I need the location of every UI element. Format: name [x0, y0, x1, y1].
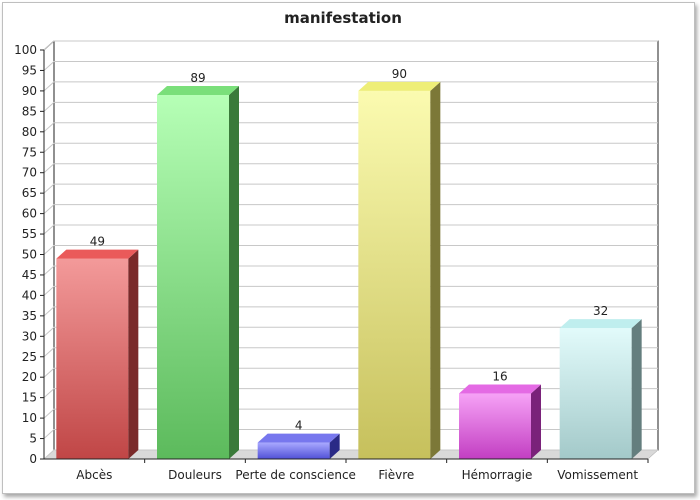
y-tick-label: 80: [22, 125, 37, 139]
gridline: [43, 306, 658, 317]
bar-front: [56, 258, 129, 459]
bar-top: [56, 249, 139, 259]
gridline: [43, 326, 658, 337]
data-label: 32: [593, 304, 608, 318]
gridline: [43, 285, 658, 296]
bar-side: [631, 319, 642, 459]
y-tick-label: 10: [22, 411, 37, 425]
bar-5: [559, 319, 642, 459]
y-tick-label: 65: [22, 186, 37, 200]
x-tick-label: Abcès: [76, 468, 112, 482]
y-axis: 0 5 10 15 20 25 30 35 40 45 50 55 60 65 70 75 80 85 90 95 10…: [14, 43, 45, 466]
y-tick-label: 100: [14, 43, 37, 57]
gridline: [43, 388, 658, 399]
y-tick-label: 15: [22, 391, 37, 405]
bar-top: [257, 433, 340, 443]
bar-4: [459, 384, 541, 459]
y-tick-label: 35: [22, 309, 37, 323]
y-tick-label: 45: [22, 268, 37, 282]
data-label: 49: [90, 235, 105, 249]
bar-top: [559, 319, 642, 329]
y-tick-label: 55: [22, 227, 37, 241]
gridline: [43, 224, 658, 235]
data-label: 16: [492, 370, 507, 384]
bar-top: [157, 85, 239, 95]
y-tick-label: 40: [22, 288, 37, 302]
bar-3: [358, 81, 441, 460]
bar-top: [358, 81, 441, 91]
data-label: 4: [295, 419, 303, 433]
gridline: [43, 101, 658, 112]
x-tick-label: Perte de conscience: [235, 468, 356, 482]
y-tick-label: 95: [22, 63, 37, 77]
bar-side: [531, 384, 541, 459]
bars: 49 89 4 90 16 32: [56, 67, 642, 460]
y-tick-label: 60: [22, 207, 37, 221]
bar-front: [358, 90, 431, 460]
x-tick-label: Vomissement: [557, 468, 638, 482]
gridline: [43, 429, 658, 439]
bar-top: [459, 384, 541, 394]
gridline: [43, 204, 658, 214]
gridline: [43, 81, 658, 92]
y-tick-label: 20: [22, 370, 37, 384]
y-tick-label: 85: [22, 104, 37, 118]
y-tick-label: 0: [29, 452, 37, 466]
gridline: [43, 142, 658, 153]
y-tick-label: 25: [22, 350, 37, 364]
chart-title: manifestation: [284, 9, 402, 27]
bar-front: [157, 94, 229, 460]
gridline: [43, 122, 658, 133]
y-tick-label: 70: [22, 166, 37, 180]
x-tick-label: Fièvre: [378, 468, 414, 482]
bar-2: [257, 433, 340, 459]
gridline: [43, 60, 658, 71]
y-tick-label: 5: [29, 432, 37, 446]
gridline: [43, 265, 658, 276]
bar-front: [459, 393, 531, 459]
gridline: [43, 449, 658, 460]
y-tick-label: 30: [22, 329, 37, 343]
gridline: [43, 245, 658, 255]
gridline: [43, 408, 658, 419]
y-tick-label: 90: [22, 84, 37, 98]
y-tick-label: 50: [22, 248, 37, 262]
data-label: 89: [190, 71, 205, 85]
bar-side: [229, 85, 239, 460]
bar-0: [56, 249, 139, 459]
x-tick-label: Douleurs: [168, 468, 222, 482]
x-tick-label: Hémorragie: [462, 468, 533, 482]
y-tick-label: 75: [22, 145, 37, 159]
bar-side: [329, 433, 340, 459]
data-label: 90: [392, 67, 407, 81]
bar-front: [257, 442, 330, 459]
bar-side: [430, 81, 441, 460]
bar-side: [128, 249, 139, 459]
x-axis: Abcès Douleurs Perte de conscience Fièvre Hé…: [44, 458, 649, 482]
gridline: [43, 163, 658, 174]
bar-1: [157, 85, 239, 460]
gridline: [43, 367, 658, 378]
bar-front: [559, 328, 632, 459]
gridline: [43, 347, 658, 358]
gridline: [43, 40, 658, 51]
gridline: [43, 183, 658, 194]
